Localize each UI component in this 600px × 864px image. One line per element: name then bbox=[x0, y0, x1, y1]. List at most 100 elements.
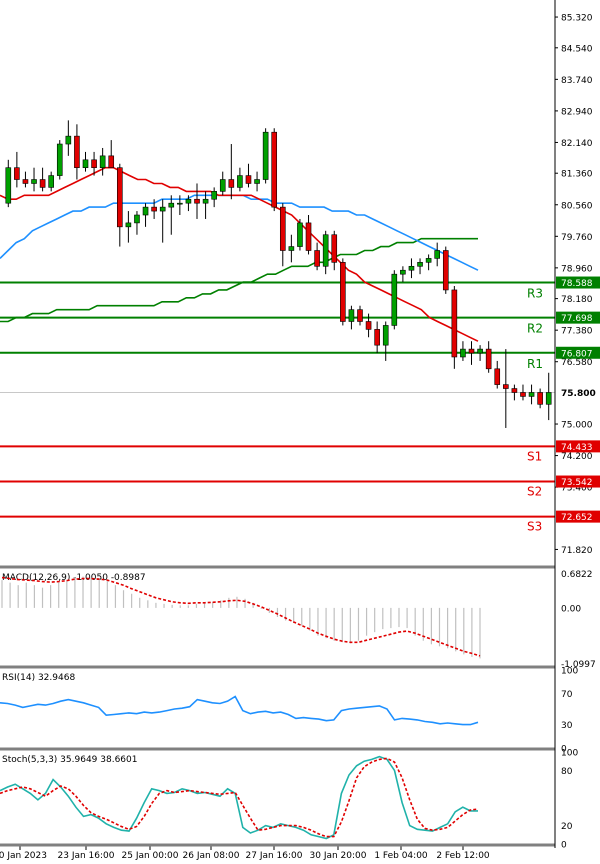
price-tick-label: 84.540 bbox=[561, 44, 593, 54]
candle-body bbox=[348, 309, 355, 322]
level-price-label: 77.698 bbox=[561, 314, 593, 324]
candle-body bbox=[125, 222, 132, 228]
candle-body bbox=[374, 329, 380, 346]
price-tick-label: 74.200 bbox=[561, 452, 593, 462]
price-tick-label: 79.760 bbox=[561, 233, 593, 243]
macd-tick-label: 0.00 bbox=[561, 604, 581, 614]
candle-body bbox=[254, 179, 260, 184]
rsi-line bbox=[0, 695, 479, 726]
candle-body bbox=[408, 265, 415, 271]
candle-body bbox=[99, 155, 106, 168]
candle-body bbox=[14, 167, 20, 180]
candle-body bbox=[211, 191, 217, 200]
candle-body bbox=[511, 388, 518, 393]
candle-body bbox=[228, 179, 235, 188]
candle-body bbox=[5, 167, 12, 204]
candle-body bbox=[537, 392, 543, 405]
candle-body bbox=[340, 262, 346, 322]
level-price-badge bbox=[556, 440, 600, 453]
stoch-k-line bbox=[0, 755, 478, 840]
level-name-s3: S3 bbox=[527, 520, 542, 534]
candle-body bbox=[219, 179, 226, 192]
level-name-s2: S2 bbox=[527, 485, 542, 499]
price-tick-label: 82.140 bbox=[561, 139, 593, 149]
level-price-badge bbox=[556, 276, 600, 289]
level-price-label: 73.542 bbox=[561, 478, 593, 488]
candle-body bbox=[91, 159, 97, 168]
candle-body bbox=[262, 131, 269, 180]
candle-body bbox=[485, 348, 492, 370]
candle-body bbox=[503, 384, 509, 389]
level-name-s1: S1 bbox=[527, 449, 542, 463]
rsi-tick-label: 100 bbox=[561, 667, 578, 677]
macd-signal-line bbox=[1, 576, 481, 657]
time-tick-label: 25 Jan 00:00 bbox=[122, 851, 179, 861]
candle-body bbox=[520, 392, 526, 397]
candle-body bbox=[22, 179, 29, 184]
macd-panel: MACD(12,26,9) -1.0050 -0.8987 0.6822 0.00 -… bbox=[1, 570, 596, 670]
level-price-label: 76.807 bbox=[561, 349, 593, 359]
level-price-label: 78.588 bbox=[561, 279, 593, 289]
candle-body bbox=[382, 325, 389, 346]
current-price-badge bbox=[555, 385, 600, 399]
candle-body bbox=[142, 206, 149, 216]
time-axis: 20 Jan 2023 23 Jan 16:00 25 Jan 00:00 26 Ja… bbox=[0, 846, 490, 861]
level-price-badge bbox=[556, 510, 600, 523]
rsi-tick-label: 30 bbox=[561, 721, 573, 731]
candle-body bbox=[48, 175, 54, 188]
ma-slow-line bbox=[0, 237, 478, 323]
candle-body bbox=[442, 250, 449, 291]
candle-body bbox=[400, 269, 406, 275]
candle-body bbox=[177, 202, 183, 205]
candle-body bbox=[288, 246, 295, 251]
stoch-d-line bbox=[0, 757, 479, 838]
candle-body bbox=[417, 262, 423, 267]
candle-body bbox=[117, 167, 123, 228]
time-tick-label: 20 Jan 2023 bbox=[0, 851, 47, 861]
candle-body bbox=[82, 159, 89, 168]
level-price-badge bbox=[556, 346, 600, 359]
candle-body bbox=[425, 258, 432, 263]
price-tick-label: 78.960 bbox=[561, 264, 593, 274]
stoch-tick-label: 100 bbox=[561, 749, 578, 759]
rsi-tick-label: 0 bbox=[561, 745, 567, 755]
level-price-badge bbox=[556, 475, 600, 488]
candle-body bbox=[74, 135, 80, 168]
stoch-tick-label: 80 bbox=[561, 767, 573, 777]
candle-body bbox=[314, 250, 320, 267]
price-panel: 85.320 84.540 83.740 82.940 82.140 81.360 80.5… bbox=[0, 14, 600, 556]
candle-body bbox=[237, 175, 243, 188]
candle-body bbox=[331, 234, 338, 263]
candle-body bbox=[477, 348, 483, 354]
stoch-tick-label: 20 bbox=[561, 822, 573, 832]
price-tick-label: 80.560 bbox=[561, 201, 593, 211]
candle-body bbox=[365, 321, 372, 330]
level-name-r1: R1 bbox=[527, 357, 543, 371]
macd-tick-label: 0.6822 bbox=[561, 570, 593, 580]
price-tick-label: 76.580 bbox=[561, 358, 593, 368]
time-tick-label: 1 Feb 04:00 bbox=[374, 851, 428, 861]
ma-fast-line bbox=[0, 166, 479, 342]
candle-body bbox=[528, 392, 535, 397]
price-tick-label: 71.820 bbox=[561, 546, 593, 556]
macd-label: MACD(12,26,9) -1.0050 -0.8987 bbox=[2, 573, 146, 583]
time-tick-label: 30 Jan 20:00 bbox=[310, 851, 367, 861]
time-tick-label: 23 Jan 16:00 bbox=[58, 851, 115, 861]
rsi-label: RSI(14) 32.9468 bbox=[2, 673, 75, 683]
macd-tick-label: -1.0997 bbox=[561, 660, 596, 670]
candle-body bbox=[357, 309, 363, 322]
candle-body bbox=[322, 234, 329, 267]
stoch-label: Stoch(5,3,3) 35.9649 38.6601 bbox=[2, 755, 137, 765]
candle-body bbox=[545, 392, 552, 405]
candle-body bbox=[65, 135, 72, 145]
candle-body bbox=[194, 198, 200, 204]
price-tick-label: 85.320 bbox=[561, 14, 593, 24]
candle-body bbox=[305, 222, 312, 251]
candle-body bbox=[39, 179, 46, 188]
candle-body bbox=[31, 179, 37, 184]
candle-body bbox=[434, 250, 440, 259]
time-tick-label: 26 Jan 08:00 bbox=[183, 851, 240, 861]
candle-body bbox=[202, 198, 209, 204]
level-name-r2: R2 bbox=[527, 322, 543, 336]
